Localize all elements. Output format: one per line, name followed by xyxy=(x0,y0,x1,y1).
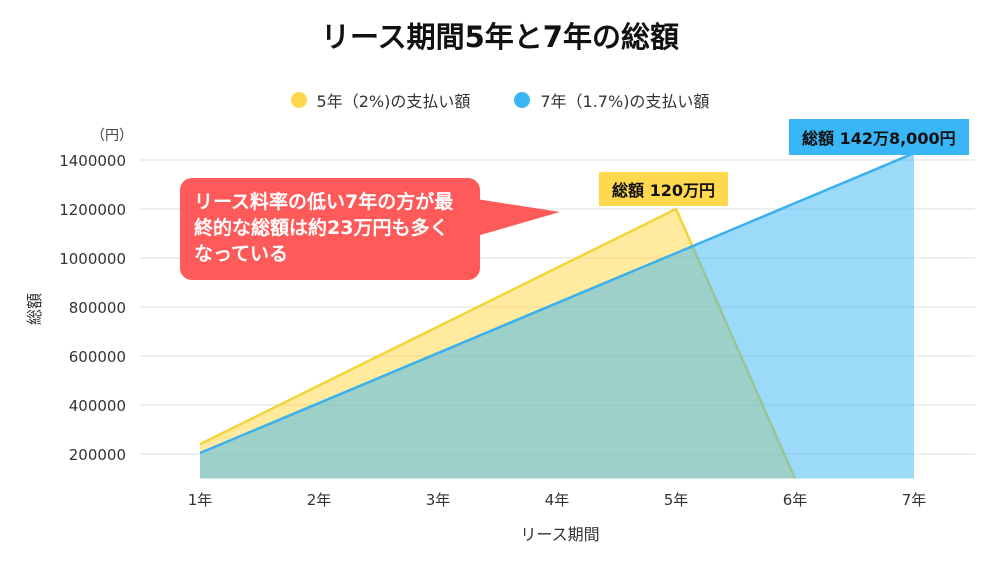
legend-label-5yr: 5年（2%)の支払い額 xyxy=(316,92,471,111)
callout-bubble: リース料率の低い7年の方が最終的な総額は約23万円も多くなっている xyxy=(180,178,480,280)
x-tick-label: 3年 xyxy=(426,491,451,509)
y-tick-label: 600000 xyxy=(69,348,126,366)
y-tick-label: 400000 xyxy=(69,397,126,415)
y-tick-label: 1000000 xyxy=(59,250,126,268)
x-tick-label: 7年 xyxy=(902,491,927,509)
y-axis-label: 総額 xyxy=(25,293,44,325)
legend-item-5yr: 5年（2%)の支払い額 xyxy=(290,88,471,112)
chart-title: リース期間5年と7年の総額 xyxy=(321,20,679,54)
x-tick-label: 1年 xyxy=(188,491,213,509)
total-label-7yr: 総額 142万8,000円 xyxy=(789,119,969,155)
area-7yr xyxy=(200,153,914,479)
legend-swatch-5yr xyxy=(290,92,307,108)
x-tick-label: 4年 xyxy=(545,491,570,509)
y-tick-label: 1200000 xyxy=(59,201,126,219)
y-tick-label: 1400000 xyxy=(59,152,126,170)
total-label-5yr: 総額 120万円 xyxy=(599,172,728,206)
legend-label-7yr: 7年（1.7%)の支払い額 xyxy=(540,92,710,111)
x-tick-label: 2年 xyxy=(307,491,332,509)
y-tick-label: 200000 xyxy=(69,446,126,464)
y-unit-label: （円） xyxy=(91,128,133,144)
legend: 5年（2%)の支払い額 7年（1.7%)の支払い額 xyxy=(0,88,1000,112)
callout-pointer xyxy=(470,198,560,238)
x-tick-label: 6年 xyxy=(783,491,808,509)
x-tick-label: 5年 xyxy=(664,491,689,509)
x-axis-label: リース期間 xyxy=(520,525,599,544)
legend-item-7yr: 7年（1.7%)の支払い額 xyxy=(514,88,709,112)
legend-swatch-7yr xyxy=(514,92,531,108)
y-tick-label: 800000 xyxy=(69,299,126,317)
